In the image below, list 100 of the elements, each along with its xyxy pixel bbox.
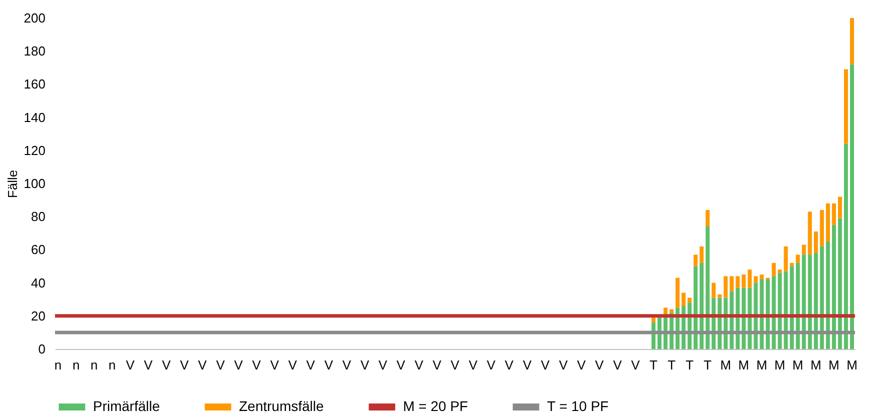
y-axis-title: Fälle xyxy=(4,170,20,198)
bar xyxy=(826,203,830,242)
x-tick-label: V xyxy=(576,358,586,372)
bar xyxy=(700,246,704,263)
x-tick-label: T xyxy=(686,358,694,372)
bar xyxy=(772,262,776,276)
bar xyxy=(844,69,848,144)
bar xyxy=(682,292,686,306)
x-tick-label: T xyxy=(668,358,676,372)
x-tick-label: V xyxy=(504,358,514,372)
y-tick-label: 140 xyxy=(24,110,46,125)
x-tick-label: V xyxy=(378,358,388,372)
x-tick-label: V xyxy=(613,358,622,372)
bar xyxy=(766,279,770,349)
y-tick-label: 120 xyxy=(24,142,46,158)
y-tick-label: 200 xyxy=(24,10,46,26)
x-tick-label: V xyxy=(468,358,478,372)
legend-label: M = 20 PF xyxy=(403,398,468,414)
bar xyxy=(754,276,758,283)
x-tick-label: V xyxy=(360,358,370,372)
bar xyxy=(706,226,710,349)
y-tick-label: 80 xyxy=(31,209,46,224)
x-tick-label: V xyxy=(180,358,189,372)
bar xyxy=(748,270,752,288)
bar xyxy=(814,253,818,349)
x-tick-label: n xyxy=(72,358,80,372)
bar xyxy=(844,144,848,349)
y-tick-label: 0 xyxy=(38,342,46,356)
y-tick-label: 20 xyxy=(31,308,46,324)
x-tick-label: V xyxy=(595,358,604,372)
bar xyxy=(784,271,788,349)
x-tick-label: M xyxy=(828,358,840,372)
x-tick-label: V xyxy=(486,358,496,372)
x-tick-label: V xyxy=(540,358,550,372)
bar xyxy=(700,262,704,349)
x-tick-label: V xyxy=(450,358,460,372)
bar xyxy=(838,196,842,218)
x-tick-label: M xyxy=(720,358,732,372)
x-tick-label: V xyxy=(126,358,135,372)
bar xyxy=(651,318,656,323)
x-tick-label: M xyxy=(792,358,804,372)
bar xyxy=(796,254,800,263)
x-tick-label: V xyxy=(342,358,352,372)
bar xyxy=(826,241,830,349)
x-tick-label: T xyxy=(704,358,712,372)
bar xyxy=(838,218,842,349)
x-tick-label: V xyxy=(522,358,532,372)
x-tick-label: V xyxy=(324,358,334,372)
bar xyxy=(820,246,824,349)
bar xyxy=(790,262,794,266)
bar xyxy=(706,210,710,227)
bar xyxy=(736,276,740,288)
x-tick-label: V xyxy=(432,358,442,372)
x-tick-label: M xyxy=(846,358,858,372)
x-tick-label: n xyxy=(108,358,116,372)
bar xyxy=(784,246,788,272)
x-tick-label: V xyxy=(198,358,208,372)
x-tick-label: V xyxy=(234,358,244,372)
bar xyxy=(724,276,728,298)
bar xyxy=(730,276,734,292)
x-tick-label: V xyxy=(270,358,280,372)
bar xyxy=(772,276,776,349)
x-tick-label: M xyxy=(738,358,750,372)
bar xyxy=(802,244,806,255)
y-tick-label: 60 xyxy=(31,242,46,258)
x-tick-label: V xyxy=(396,358,406,372)
bar xyxy=(832,224,836,349)
x-tick-label: V xyxy=(288,358,298,372)
bar xyxy=(814,231,818,254)
x-tick-label: T xyxy=(650,358,658,372)
legend-label: Primärfälle xyxy=(93,398,160,414)
legend-label: T = 10 PF xyxy=(547,398,609,414)
bar xyxy=(712,282,716,298)
bar xyxy=(676,278,680,308)
bar xyxy=(688,298,692,303)
x-tick-label: V xyxy=(414,358,424,372)
bar xyxy=(760,274,764,280)
y-tick-label: 160 xyxy=(24,76,46,92)
bar xyxy=(820,210,824,246)
x-tick-label: M xyxy=(756,358,768,372)
y-tick-label: 100 xyxy=(24,176,46,191)
bar xyxy=(778,272,782,349)
x-tick-label: V xyxy=(252,358,262,372)
bar xyxy=(694,254,698,266)
x-tick-label: V xyxy=(216,358,226,372)
x-tick-label: V xyxy=(144,358,153,372)
x-tick-label: n xyxy=(54,358,62,372)
bar xyxy=(760,279,764,349)
bar xyxy=(778,270,782,273)
x-tick-label: V xyxy=(162,358,171,372)
bar xyxy=(742,274,746,288)
x-tick-label: M xyxy=(810,358,822,372)
bar xyxy=(832,203,836,225)
bar xyxy=(790,266,794,349)
x-tick-label: V xyxy=(558,358,568,372)
bar xyxy=(670,309,674,313)
x-tick-label: V xyxy=(631,358,640,372)
x-tick-label: n xyxy=(90,358,98,372)
bar xyxy=(694,266,698,349)
y-tick-label: 180 xyxy=(24,44,46,59)
